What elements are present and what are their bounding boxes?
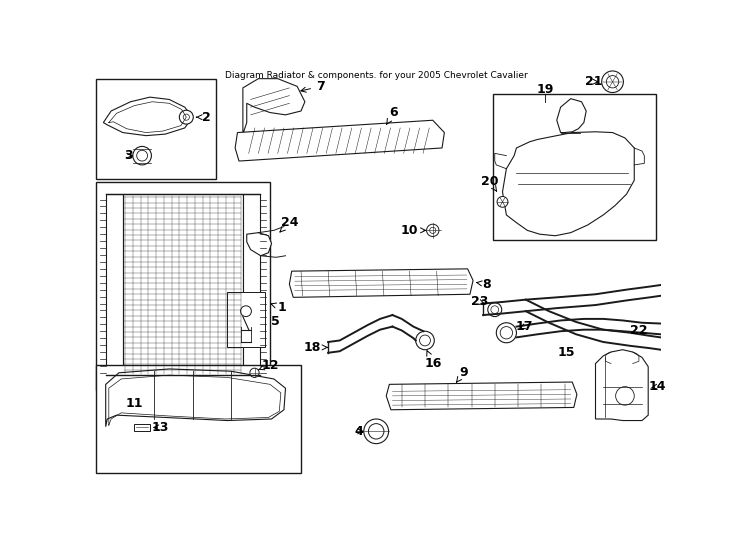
Text: 18: 18 (304, 341, 327, 354)
Text: 4: 4 (355, 425, 363, 438)
Text: 20: 20 (482, 176, 499, 191)
Text: 10: 10 (401, 224, 426, 237)
Text: 5: 5 (271, 315, 280, 328)
Circle shape (364, 419, 388, 444)
Text: 13: 13 (151, 421, 169, 434)
Circle shape (420, 335, 430, 346)
Text: 2: 2 (197, 111, 211, 124)
Circle shape (426, 224, 439, 237)
Circle shape (616, 387, 634, 405)
Text: 23: 23 (470, 295, 488, 308)
Polygon shape (595, 350, 648, 421)
Circle shape (133, 146, 151, 165)
Text: 7: 7 (301, 80, 324, 93)
Text: 16: 16 (424, 350, 441, 370)
Bar (95, 79, 216, 179)
Polygon shape (289, 269, 473, 298)
Bar (106, 194, 123, 375)
Text: 6: 6 (387, 106, 399, 124)
Text: 8: 8 (476, 278, 491, 291)
Circle shape (429, 227, 436, 233)
Polygon shape (235, 120, 444, 161)
Text: 12: 12 (258, 359, 279, 372)
Circle shape (415, 331, 435, 350)
Polygon shape (106, 369, 286, 427)
Text: 9: 9 (457, 366, 468, 382)
Bar (243, 194, 260, 375)
Text: 17: 17 (515, 320, 533, 333)
Text: 21: 21 (585, 75, 603, 88)
Bar (134, 423, 150, 431)
Polygon shape (503, 132, 634, 236)
Circle shape (179, 110, 193, 124)
Circle shape (606, 76, 619, 88)
Circle shape (491, 306, 498, 314)
Bar (493, 94, 656, 240)
Circle shape (137, 150, 148, 161)
Text: 1: 1 (271, 301, 286, 314)
Circle shape (500, 327, 512, 339)
Text: Diagram Radiator & components. for your 2005 Chevrolet Cavalier: Diagram Radiator & components. for your … (225, 71, 528, 80)
Circle shape (497, 197, 508, 207)
Bar (95, 182, 270, 390)
Circle shape (488, 303, 502, 316)
Circle shape (368, 423, 384, 439)
Polygon shape (103, 97, 192, 136)
Polygon shape (386, 382, 577, 410)
Text: 3: 3 (125, 149, 134, 162)
Circle shape (241, 306, 252, 316)
Polygon shape (247, 233, 272, 256)
Text: 24: 24 (280, 216, 298, 232)
Polygon shape (243, 79, 305, 134)
Circle shape (602, 71, 623, 92)
Circle shape (250, 368, 259, 377)
Bar (95, 365, 301, 473)
Text: 14: 14 (649, 380, 666, 393)
Polygon shape (557, 99, 586, 132)
Text: 19: 19 (537, 83, 554, 96)
Circle shape (496, 323, 517, 343)
Text: 15: 15 (557, 346, 575, 359)
Text: 22: 22 (631, 324, 648, 337)
Text: 11: 11 (126, 397, 143, 410)
Circle shape (184, 114, 189, 120)
Bar (228, 292, 264, 347)
Bar (123, 194, 243, 375)
